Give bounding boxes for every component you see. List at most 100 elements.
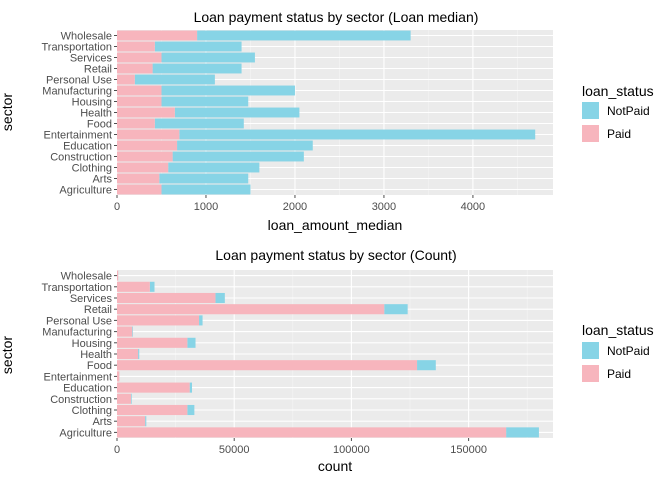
y-tick-label: Agriculture <box>59 185 112 197</box>
bar-notpaid <box>187 404 195 416</box>
bar-paid <box>117 427 507 438</box>
bar-notpaid <box>138 348 140 360</box>
bar-notpaid <box>189 382 193 393</box>
x-axis-title: count <box>318 458 352 474</box>
bar-notpaid <box>197 30 411 41</box>
y-tick-label: Education <box>63 383 112 395</box>
y-tick-label: Transportation <box>41 42 112 54</box>
x-tick-label: 4000 <box>461 201 485 213</box>
bar-paid <box>117 326 133 337</box>
y-tick-label: Personal Use <box>46 315 112 327</box>
legend-label-notpaid: NotPaid <box>607 344 650 358</box>
y-tick-label: Housing <box>72 97 112 109</box>
bar-notpaid <box>131 393 132 404</box>
bar-paid <box>117 52 162 63</box>
x-tick-label: 0 <box>114 444 120 456</box>
bar-paid <box>117 315 200 326</box>
y-tick-label: Food <box>87 360 112 372</box>
chart-count: Loan payment status by sector (Count) Ag… <box>0 247 553 474</box>
y-tick-label: Personal Use <box>46 75 112 87</box>
bar-notpaid <box>384 304 408 315</box>
bar-paid <box>117 30 198 41</box>
bar-notpaid <box>172 151 304 162</box>
legend-label-notpaid: NotPaid <box>607 104 650 118</box>
legend-swatch-notpaid <box>582 342 599 359</box>
chart-loan-median: Loan payment status by sector (Loan medi… <box>0 9 553 233</box>
bar-notpaid <box>161 85 295 96</box>
x-tick-label: 0 <box>114 201 120 213</box>
y-axis-title: sector <box>0 336 15 374</box>
bar-notpaid <box>161 184 251 195</box>
bar-notpaid <box>152 63 242 74</box>
legend-swatch-paid <box>582 125 599 142</box>
y-tick-label: Construction <box>50 394 112 406</box>
bar-paid <box>117 107 175 118</box>
chart-title: Loan payment status by sector (Count) <box>215 247 456 263</box>
bar-notpaid <box>145 416 147 427</box>
bar-paid <box>117 184 162 195</box>
bar-notpaid <box>177 140 313 151</box>
bar-paid <box>117 337 188 348</box>
chart-title: Loan payment status by sector (Loan medi… <box>194 9 479 25</box>
y-tick-label: Clothing <box>72 405 112 417</box>
bar-notpaid <box>132 326 133 337</box>
bar-notpaid <box>506 427 539 438</box>
legend-title: loan_status <box>582 322 654 338</box>
legend: loan_status NotPaid Paid <box>582 83 654 142</box>
legend-label-paid: Paid <box>607 367 631 381</box>
bar-paid <box>117 96 162 107</box>
y-tick-label: Health <box>80 108 112 120</box>
bar-paid <box>117 404 188 416</box>
bar-notpaid <box>215 292 225 304</box>
y-tick-label: Services <box>70 53 113 65</box>
y-tick-label: Wholesale <box>61 271 112 283</box>
bar-paid <box>117 281 150 292</box>
bar-paid <box>117 292 216 304</box>
bar-notpaid <box>159 173 249 184</box>
y-tick-label: Manufacturing <box>42 327 112 339</box>
y-tick-label: Transportation <box>41 282 112 294</box>
bar-notpaid <box>174 107 300 118</box>
bar-notpaid <box>168 162 260 173</box>
y-tick-label: Arts <box>92 416 112 428</box>
y-tick-label: Manufacturing <box>42 86 112 98</box>
bar-paid <box>117 151 173 162</box>
y-tick-label: Services <box>70 293 113 305</box>
bar-notpaid <box>187 337 196 348</box>
x-tick-label: 150000 <box>450 444 487 456</box>
bar-paid <box>117 382 190 393</box>
bar-paid <box>117 63 153 74</box>
bar-paid <box>117 162 169 173</box>
bar-paid <box>117 371 120 382</box>
bar-notpaid <box>161 96 249 107</box>
y-tick-label: Retail <box>84 304 112 316</box>
bar-notpaid <box>161 52 255 63</box>
legend-title: loan_status <box>582 83 654 99</box>
x-tick-label: 100000 <box>333 444 370 456</box>
x-axis-title: loan_amount_median <box>268 217 403 233</box>
y-axis-title: sector <box>0 93 15 131</box>
legend: loan_status NotPaid Paid <box>582 322 654 382</box>
bar-paid <box>117 129 180 140</box>
y-tick-label: Construction <box>50 152 112 164</box>
legend-swatch-paid <box>582 365 599 382</box>
y-tick-label: Entertainment <box>44 130 112 142</box>
bar-paid <box>117 270 119 281</box>
bar-paid <box>117 140 178 151</box>
y-tick-label: Clothing <box>72 163 112 175</box>
bar-notpaid <box>134 74 215 85</box>
y-tick-label: Wholesale <box>61 31 112 43</box>
bar-paid <box>117 304 385 315</box>
y-tick-label: Education <box>63 141 112 153</box>
bar-paid <box>117 416 146 427</box>
bar-paid <box>117 360 418 371</box>
y-tick-label: Health <box>80 349 112 361</box>
bar-paid <box>117 393 132 404</box>
y-tick-label: Agriculture <box>59 427 112 439</box>
bar-notpaid <box>154 41 242 52</box>
y-tick-label: Housing <box>72 338 112 350</box>
y-tick-label: Food <box>87 119 112 131</box>
bar-notpaid <box>179 129 536 140</box>
bar-notpaid <box>417 360 436 371</box>
bar-notpaid <box>154 118 244 129</box>
